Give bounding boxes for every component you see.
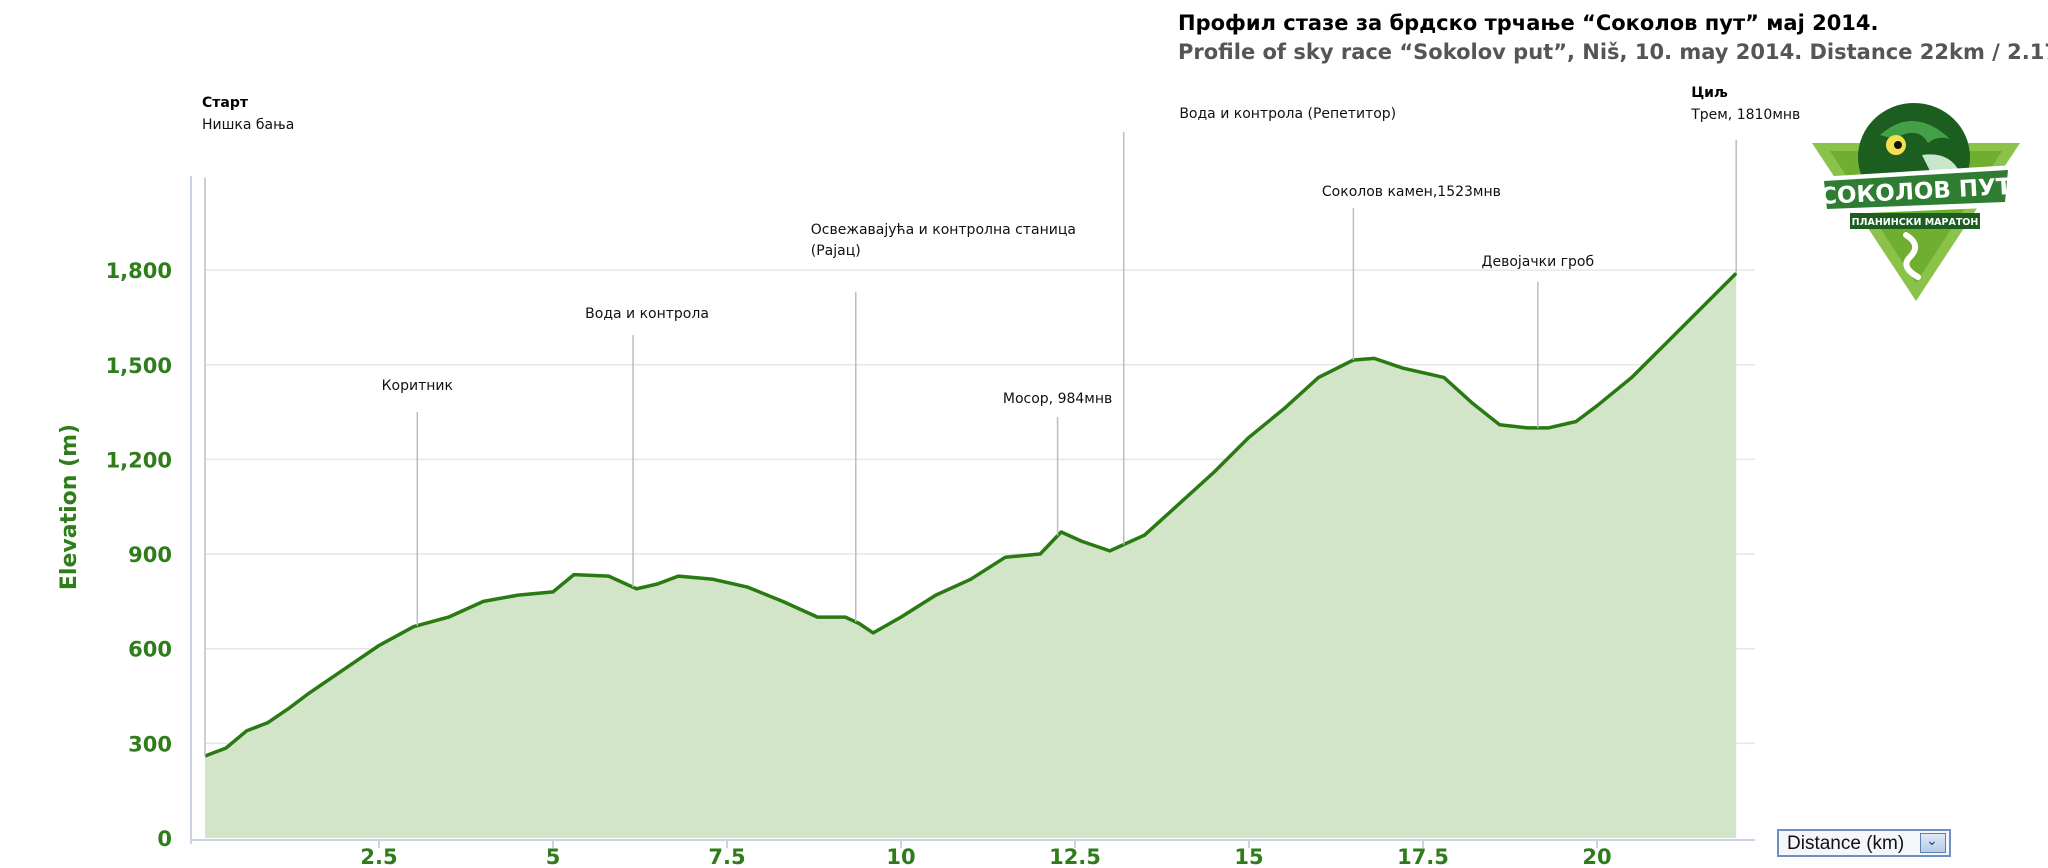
logo-ribbon-inner <box>1824 170 2008 209</box>
chevron-down-icon: ⌄ <box>1926 833 1938 849</box>
annotation-label: Нишка бања <box>202 117 294 133</box>
annotation-label: (Рајац) <box>811 243 861 259</box>
elevation-fill <box>205 273 1737 838</box>
x-tick-label: 12.5 <box>1049 845 1101 868</box>
falcon-pupil-icon <box>1894 141 1902 149</box>
sokolov-put-logo: СОКОЛОВ ПУТ ПЛАНИНСКИ МАРАТОН <box>1812 103 2020 301</box>
distance-unit-dropdown[interactable]: Distance (km) ⌄ <box>1777 829 1951 857</box>
x-tick-label: 10 <box>886 845 915 868</box>
annotation-label: Освежавајућа и контролна станица <box>811 222 1076 238</box>
elevation-area <box>204 272 1738 838</box>
annotation-title: Старт <box>202 95 249 111</box>
annotation-label: Девојачки гроб <box>1482 254 1595 270</box>
annotation-label: Вода и контрола (Репетитор) <box>1179 106 1396 122</box>
annotation-title: Циљ <box>1691 85 1728 101</box>
chart-title: Профил стазе за брдско трчање “Соколов п… <box>1178 11 1879 35</box>
annotation-label: Коритник <box>382 378 453 394</box>
y-tick-label: 0 <box>157 827 172 851</box>
x-tick-label: 15 <box>1234 845 1263 868</box>
x-tick-label: 7.5 <box>708 845 745 868</box>
y-tick-label: 600 <box>128 638 172 662</box>
logo-sub-text: ПЛАНИНСКИ МАРАТОН <box>1852 217 1979 228</box>
x-tick-label: 17.5 <box>1397 845 1449 868</box>
dropdown-toggle-button[interactable]: ⌄ <box>1920 833 1946 853</box>
trail-path-icon <box>1903 232 1921 280</box>
x-tick-label: 2.5 <box>360 845 397 868</box>
annotation-label: Мосор, 984мнв <box>1003 391 1112 407</box>
y-axis-title: Elevation (m) <box>57 424 82 590</box>
annotations: Старт Нишка бања Коритник Вода и контрола Ос… <box>202 85 1800 756</box>
chart-title-block: Профил стазе за брдско трчање “Соколов п… <box>1178 8 2048 66</box>
annotation-label: Соколов камен,1523мнв <box>1322 184 1501 200</box>
x-tick-label: 20 <box>1582 845 1611 868</box>
annotation-label: Трем, 1810мнв <box>1690 107 1800 123</box>
y-tick-label: 300 <box>128 732 172 756</box>
distance-unit-label: Distance (km) <box>1787 833 1905 854</box>
x-tick-label: 5 <box>546 845 561 868</box>
y-tick-label: 1,800 <box>106 259 172 283</box>
logo-subtitle-band <box>1850 213 1980 229</box>
y-tick-label: 900 <box>128 543 172 567</box>
elevation-line <box>204 272 1738 758</box>
annotation-label: Вода и контрола <box>585 306 709 322</box>
axes: 0 300 600 900 1,200 1,500 1,800 2.5 5 7.5 10 12.5 15… <box>57 176 1755 868</box>
falcon-crest-icon <box>1880 120 1950 143</box>
y-tick-label: 1,500 <box>106 354 172 378</box>
y-tick-label: 1,200 <box>106 448 172 472</box>
chart-subtitle: Profile of sky race “Sokolov put”, Niš, … <box>1178 40 2048 64</box>
